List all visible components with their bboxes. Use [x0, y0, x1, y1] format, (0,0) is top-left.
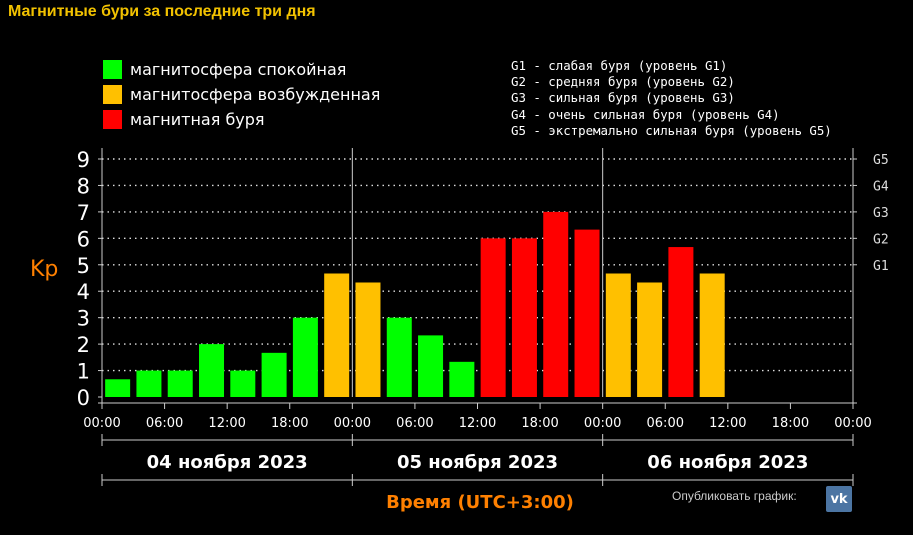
legend-label-excited: магнитосфера возбужденная [130, 84, 381, 104]
bar-3 [167, 370, 193, 397]
y-tick-label-4: 4 [77, 280, 90, 304]
x-tick-label-10: 06:00 [647, 416, 684, 431]
day-label-2: 05 ноября 2023 [397, 452, 558, 473]
bar-11 [418, 335, 444, 397]
x-tick-label-4: 18:00 [271, 416, 308, 431]
g-level-label-G2: G2 [873, 232, 889, 247]
y-tick-label-0: 0 [77, 386, 90, 410]
g-level-label-G4: G4 [873, 179, 889, 194]
legend-item-calm: магнитосфера спокойная [103, 59, 346, 79]
bar-8 [324, 273, 350, 397]
x-tick-label-9: 00:00 [584, 416, 621, 431]
y-tick-label-1: 1 [77, 360, 90, 384]
x-tick-label-13: 00:00 [834, 416, 871, 431]
x-tick-label-12: 18:00 [772, 416, 809, 431]
legend-swatch-storm [103, 109, 122, 129]
y-tick-label-5: 5 [77, 254, 90, 278]
x-axis-label: Время (UTC+3:00) [386, 492, 574, 513]
g-legend-line-g2: G2 - средняя буря (уровень G2) [511, 74, 735, 90]
bar-12 [449, 361, 475, 397]
bar-18 [637, 282, 663, 397]
bar-6 [261, 352, 287, 397]
y-tick-label-3: 3 [77, 307, 90, 331]
x-tick-label-5: 00:00 [334, 416, 371, 431]
legend-label-storm: магнитная буря [130, 109, 265, 129]
bar-5 [230, 370, 256, 397]
legend-item-storm: магнитная буря [103, 109, 265, 129]
x-tick-label-11: 12:00 [709, 416, 746, 431]
bar-1 [105, 379, 131, 397]
bar-2 [136, 370, 162, 397]
day-label-1: 04 ноября 2023 [147, 452, 308, 473]
legend-label-calm: магнитосфера спокойная [130, 59, 347, 79]
x-tick-label-6: 06:00 [396, 416, 433, 431]
g-level-label-G5: G5 [873, 153, 889, 168]
bar-15 [543, 211, 569, 397]
bar-17 [605, 273, 631, 397]
g-level-label-G3: G3 [873, 206, 889, 221]
bar-10 [386, 317, 412, 397]
y-tick-label-6: 6 [77, 227, 90, 251]
bar-9 [355, 282, 381, 397]
x-tick-label-7: 12:00 [459, 416, 496, 431]
bar-4 [199, 344, 225, 397]
x-tick-label-8: 18:00 [521, 416, 558, 431]
g-level-legend: G1 - слабая буря (уровень G1) G2 - средн… [511, 58, 832, 139]
bar-16 [574, 229, 600, 397]
legend-item-excited: магнитосфера возбужденная [103, 84, 380, 104]
bar-20 [699, 273, 725, 397]
day-label-3: 06 ноября 2023 [647, 452, 808, 473]
x-tick-label-3: 12:00 [208, 416, 245, 431]
legend-swatch-excited [103, 84, 122, 104]
x-tick-label-1: 00:00 [83, 416, 120, 431]
y-tick-label-7: 7 [77, 201, 90, 225]
g-level-label-G1: G1 [873, 259, 889, 274]
vk-logo-icon[interactable]: vk [826, 486, 852, 512]
bar-7 [292, 317, 318, 397]
y-tick-label-8: 8 [77, 174, 90, 198]
bar-19 [668, 247, 694, 397]
g-legend-line-g4: G4 - очень сильная буря (уровень G4) [511, 106, 780, 122]
g-legend-line-g3: G3 - сильная буря (уровень G3) [511, 90, 735, 106]
bar-14 [511, 238, 537, 397]
y-axis-label: Kp [30, 257, 58, 282]
y-tick-label-9: 9 [77, 148, 90, 172]
chart-title: Магнитные бури за последние три дня [8, 3, 316, 20]
g-legend-line-g5: G5 - экстремально сильная буря (уровень … [511, 122, 832, 138]
publish-label: Опубликовать график: [672, 489, 797, 503]
x-tick-label-2: 06:00 [146, 416, 183, 431]
bar-13 [480, 238, 506, 397]
y-tick-label-2: 2 [77, 333, 90, 357]
legend-swatch-calm [103, 59, 122, 79]
g-legend-line-g1: G1 - слабая буря (уровень G1) [511, 58, 728, 73]
